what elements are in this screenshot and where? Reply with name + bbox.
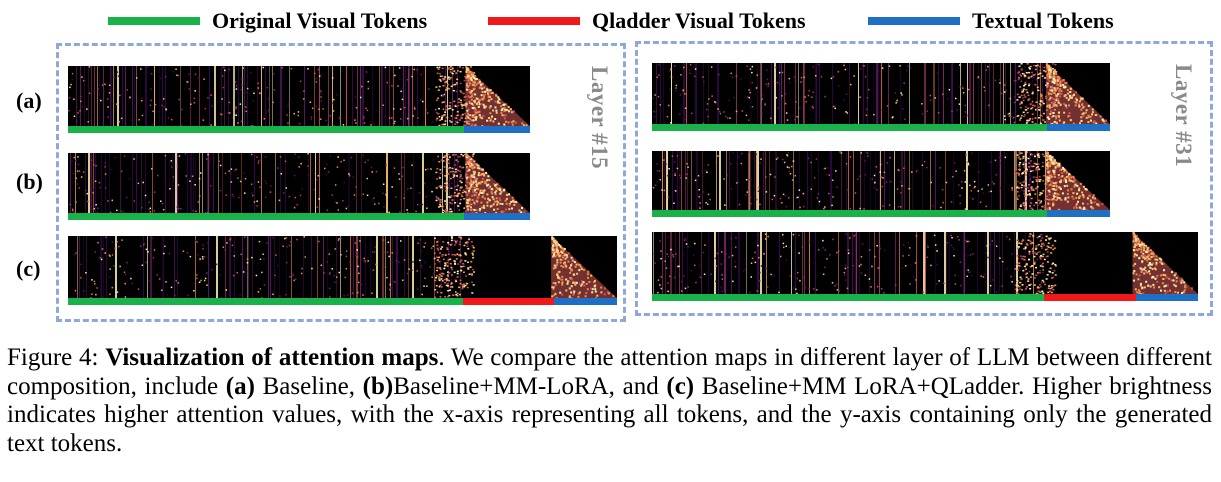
caption-figure-number: Figure 4: xyxy=(7,344,99,371)
attention-map-l31-b xyxy=(652,151,1110,210)
attention-map-l15-b xyxy=(68,153,530,213)
attention-map-l15-c xyxy=(68,236,617,298)
bar-textual-l31-b xyxy=(1047,210,1110,217)
caption-text-a: Baseline, xyxy=(254,372,363,400)
attention-heatmap-texture xyxy=(68,66,530,126)
legend-item-original: Original Visual Tokens xyxy=(108,6,427,36)
legend-item-textual: Textual Tokens xyxy=(868,6,1114,36)
bar-original-l31-a xyxy=(652,124,1047,131)
legend-label-original: Original Visual Tokens xyxy=(212,8,428,33)
layer-31-label: Layer #31 xyxy=(1171,64,1196,168)
legend-swatch-original xyxy=(108,17,200,25)
legend-item-qladder: Qladder Visual Tokens xyxy=(488,6,806,36)
bar-qladder-l31-c xyxy=(1044,294,1136,301)
layer-31-panel xyxy=(635,41,1213,316)
bar-textual-l15-b xyxy=(464,213,530,220)
attention-heatmap-texture xyxy=(653,232,1198,294)
layer-15-panel xyxy=(56,43,626,322)
attention-heatmap-texture xyxy=(68,153,530,213)
bar-original-l15-b xyxy=(68,213,464,220)
attention-heatmap-texture xyxy=(652,151,1110,210)
caption-text-c: Baseline+MM LoRA+QLadder. Higher brightn… xyxy=(7,372,1212,457)
row-label-c: (c) xyxy=(16,256,41,281)
caption-tag-b: (b) xyxy=(362,372,394,400)
figure-caption: Figure 4: Visualization of attention map… xyxy=(7,344,1212,458)
attention-map-l31-c xyxy=(652,232,1198,294)
legend-swatch-qladder xyxy=(488,17,580,25)
bar-original-l15-a xyxy=(68,126,464,133)
attention-heatmap-texture xyxy=(652,63,1110,124)
caption-title: Visualization of attention maps xyxy=(105,344,439,371)
attention-map-l31-a xyxy=(652,63,1110,124)
caption-text-b: Baseline+MM-LoRA, and xyxy=(393,372,667,400)
bar-textual-l31-a xyxy=(1047,124,1110,131)
bar-textual-l15-a xyxy=(464,126,530,133)
attention-heatmap-texture xyxy=(74,236,617,298)
legend-label-qladder: Qladder Visual Tokens xyxy=(592,8,806,33)
bar-original-l31-c xyxy=(652,294,1044,301)
row-label-a: (a) xyxy=(16,88,42,113)
legend: Original Visual Tokens Qladder Visual To… xyxy=(0,6,1221,36)
bar-textual-l15-c xyxy=(554,298,617,305)
row-label-b: (b) xyxy=(16,169,43,194)
caption-tag-a: (a) xyxy=(225,372,255,400)
bar-original-l15-c xyxy=(68,298,463,305)
layer-15-label: Layer #15 xyxy=(587,66,612,170)
bar-qladder-l15-c xyxy=(463,298,554,305)
caption-text-1: . We compare the attention maps in diffe… xyxy=(7,344,1212,400)
bar-original-l31-b xyxy=(652,210,1047,217)
legend-label-textual: Textual Tokens xyxy=(972,8,1114,33)
legend-swatch-textual xyxy=(868,17,960,25)
caption-tag-c: (c) xyxy=(666,372,695,400)
attention-map-l15-a xyxy=(68,66,530,126)
bar-textual-l31-c xyxy=(1136,294,1198,301)
